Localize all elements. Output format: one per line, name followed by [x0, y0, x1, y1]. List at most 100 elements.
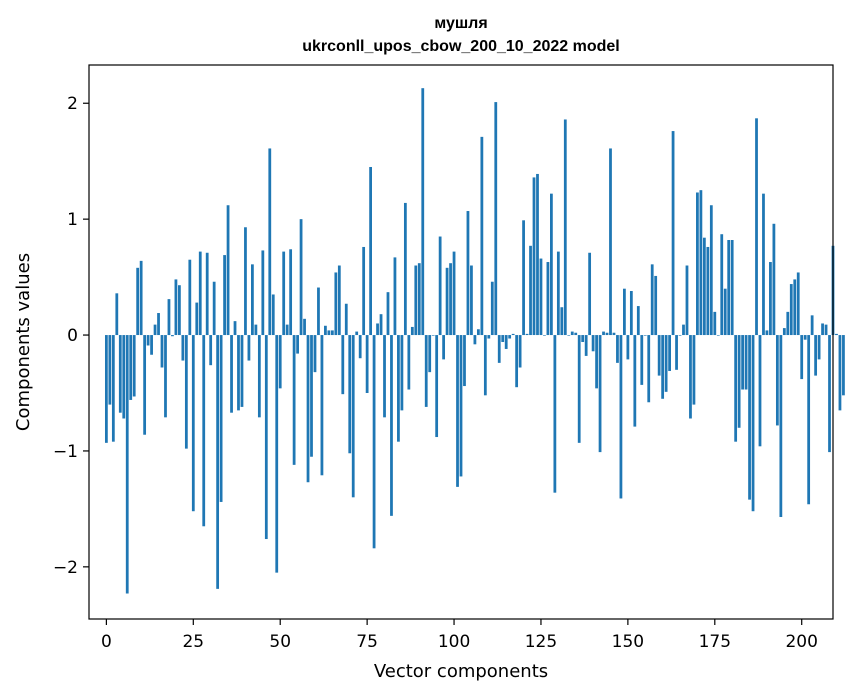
bar	[511, 333, 515, 336]
bar	[397, 335, 400, 442]
bar	[184, 335, 188, 449]
bar	[320, 335, 324, 476]
bar	[237, 335, 240, 411]
bar	[772, 223, 776, 336]
bar	[164, 335, 167, 418]
x-tick-label: 125	[525, 632, 557, 652]
bar	[143, 335, 147, 435]
bar	[400, 335, 404, 411]
bar	[459, 335, 463, 477]
bar	[664, 335, 668, 392]
chart-subtitle: ukrconll_upos_cbow_200_10_2022 model	[302, 38, 619, 55]
bar	[386, 292, 390, 336]
bar	[362, 246, 366, 336]
bar	[251, 264, 254, 336]
bar	[261, 250, 265, 336]
bar	[244, 227, 247, 336]
bar	[205, 252, 209, 336]
bar	[616, 335, 619, 363]
bar	[417, 263, 421, 336]
bar	[476, 329, 480, 336]
bar	[407, 335, 411, 390]
bar	[351, 335, 355, 498]
bar	[327, 330, 331, 336]
bar	[438, 236, 442, 336]
bar	[626, 335, 630, 360]
bar	[296, 335, 299, 354]
bar	[317, 287, 320, 336]
bar	[463, 335, 466, 387]
bar	[838, 335, 842, 411]
bar	[383, 335, 386, 418]
bar	[835, 333, 838, 336]
bar	[483, 335, 487, 396]
bar	[428, 335, 432, 373]
bar	[108, 335, 112, 405]
bar	[699, 190, 703, 336]
bar	[532, 177, 536, 336]
bar	[609, 148, 612, 336]
bar	[810, 315, 814, 336]
bar	[508, 335, 512, 339]
bar	[188, 259, 192, 336]
bar	[285, 324, 289, 336]
bar	[657, 335, 661, 376]
bar	[550, 193, 553, 336]
bar	[490, 281, 494, 336]
bar	[473, 335, 477, 345]
bar	[775, 335, 779, 426]
bar	[212, 281, 216, 336]
bar	[445, 267, 449, 336]
bar	[470, 265, 473, 336]
bar	[758, 335, 762, 447]
bar	[442, 335, 446, 360]
bar	[240, 335, 244, 407]
bar	[574, 332, 578, 336]
bar	[424, 335, 428, 407]
bar	[449, 263, 452, 336]
bar	[796, 272, 800, 336]
bar	[372, 335, 376, 549]
bar	[390, 335, 393, 516]
bar	[132, 335, 136, 397]
bar	[734, 335, 738, 442]
bar	[720, 234, 724, 336]
bar	[118, 335, 122, 413]
bar-series	[104, 88, 845, 594]
bar	[842, 335, 845, 396]
bar	[567, 335, 571, 336]
bar	[817, 335, 821, 360]
bar	[410, 326, 414, 336]
bar	[807, 335, 811, 505]
x-tick-label: 200	[785, 632, 817, 652]
bar	[393, 257, 397, 336]
bar	[223, 255, 226, 336]
bar	[518, 335, 522, 368]
bar	[278, 335, 282, 389]
bar	[702, 237, 706, 336]
bar	[744, 335, 748, 390]
bar	[696, 192, 699, 336]
bar	[358, 335, 362, 359]
bar	[560, 307, 564, 336]
bar	[452, 251, 456, 336]
bar	[553, 335, 557, 493]
bar	[612, 332, 616, 336]
x-tick-label: 175	[699, 632, 731, 652]
bar	[334, 272, 338, 336]
bar	[191, 335, 195, 512]
bar	[501, 335, 505, 342]
bar	[789, 284, 793, 336]
bar	[570, 331, 574, 336]
bar	[539, 258, 543, 336]
bar	[365, 335, 369, 393]
bar	[111, 335, 115, 442]
bar	[782, 328, 786, 336]
bar	[171, 335, 174, 337]
bar	[292, 335, 296, 465]
bar	[723, 288, 727, 336]
bar	[153, 324, 157, 336]
bar	[556, 251, 560, 336]
bar	[355, 331, 359, 336]
x-axis-label: Vector components	[374, 661, 548, 682]
